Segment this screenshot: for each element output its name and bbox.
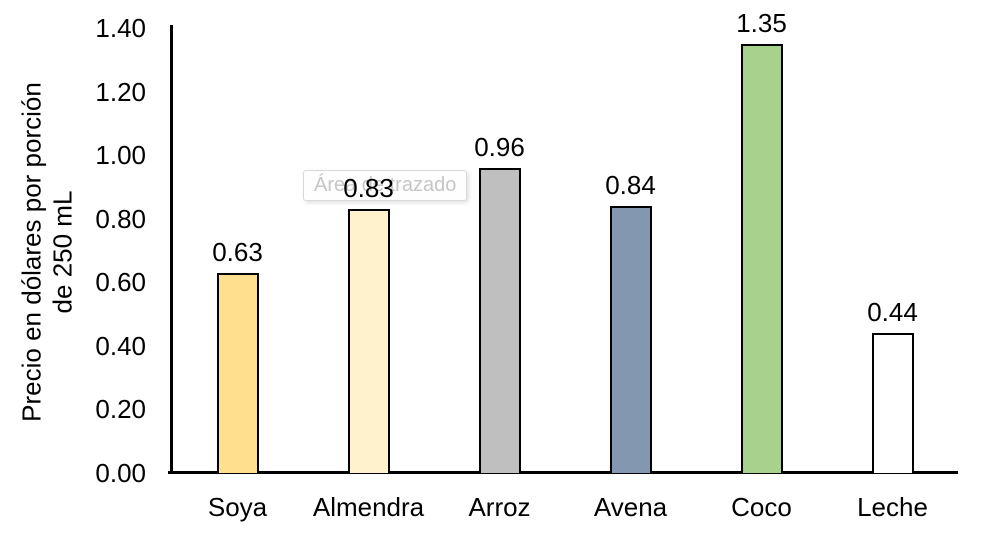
- y-tick-label-0.20: 0.20: [95, 394, 146, 425]
- value-label-almendra: 0.83: [343, 173, 394, 204]
- bar-arroz[interactable]: [478, 167, 521, 473]
- x-category-label-arroz: Arroz: [468, 492, 531, 522]
- y-tick-label-0.00: 0.00: [95, 458, 146, 488]
- y-tick-label-1.00: 1.00: [95, 140, 146, 171]
- bar-coco[interactable]: [740, 43, 783, 473]
- plot-area-tooltip: Área de trazado: [303, 170, 468, 201]
- value-label-avena: 0.84: [605, 170, 656, 200]
- bar-avena[interactable]: [609, 206, 652, 473]
- bar-soya[interactable]: [216, 272, 259, 473]
- value-label-soya: 0.63: [212, 236, 263, 267]
- x-category-label-soya: Soya: [207, 492, 268, 522]
- bar-almendra[interactable]: [347, 209, 390, 473]
- y-tick-label-0.80: 0.80: [95, 203, 146, 234]
- y-tick-label-1.40: 1.40: [95, 13, 146, 43]
- tooltip-text: Área de trazado: [314, 174, 457, 196]
- x-category-label-coco: Coco: [731, 492, 792, 522]
- bar-leche[interactable]: [871, 333, 914, 473]
- y-tick-label-0.60: 0.60: [95, 267, 146, 298]
- x-category-label-almendra: Almendra: [312, 492, 425, 522]
- value-label-coco: 1.35: [736, 7, 787, 38]
- value-label-arroz: 0.96: [474, 131, 525, 162]
- value-label-leche: 0.44: [867, 297, 918, 328]
- y-tick-label-0.40: 0.40: [95, 330, 146, 361]
- y-tick-label-1.20: 1.20: [95, 76, 146, 107]
- plot-area[interactable]: [172, 28, 958, 473]
- x-axis-line: [168, 471, 958, 474]
- x-category-label-leche: Leche: [857, 492, 928, 522]
- y-axis-line: [170, 25, 173, 474]
- x-category-label-avena: Avena: [593, 492, 668, 522]
